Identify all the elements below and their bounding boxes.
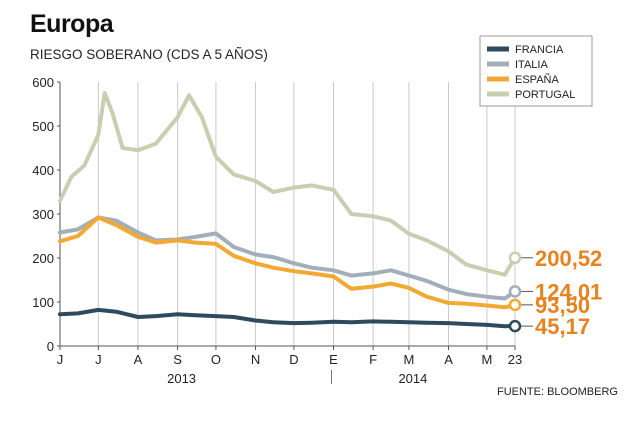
legend-entry: ITALIA xyxy=(515,59,548,71)
source-note: FUENTE: BLOOMBERG xyxy=(496,386,618,398)
x-tick-label: S xyxy=(173,352,182,367)
x-tick-label: A xyxy=(134,352,143,367)
legend-entry: ESPAÑA xyxy=(515,73,559,86)
y-tick-label: 400 xyxy=(32,163,54,178)
legend-entry: FRANCIA xyxy=(515,44,564,56)
x-tick-label: E xyxy=(329,352,338,367)
y-tick-label: 200 xyxy=(32,251,54,266)
chart-subtitle: RIESGO SOBERANO (CDS A 5 AÑOS) xyxy=(30,47,268,62)
x-tick-label: 23 xyxy=(508,352,522,367)
x-tick-label: J xyxy=(57,352,64,367)
end-value-label: 93,50 xyxy=(535,293,590,318)
x-tick-label: M xyxy=(403,352,414,367)
end-point-marker xyxy=(508,319,522,333)
x-tick-label: J xyxy=(95,352,102,367)
end-value-label: 200,52 xyxy=(535,246,602,271)
x-tick-label: M xyxy=(481,352,492,367)
end-point-marker xyxy=(508,298,522,312)
year-label: 2014 xyxy=(398,371,427,386)
end-point-marker xyxy=(508,251,522,265)
y-tick-label: 100 xyxy=(32,295,54,310)
y-tick-label: 0 xyxy=(47,339,54,354)
x-tick-label: O xyxy=(211,352,221,367)
x-tick-label: N xyxy=(251,352,260,367)
end-point-marker xyxy=(508,285,522,298)
x-tick-label: A xyxy=(444,352,453,367)
x-tick-label: D xyxy=(289,352,298,367)
series-line-italia xyxy=(58,215,517,301)
chart-title: Europa xyxy=(30,10,114,38)
y-tick-label: 500 xyxy=(32,119,54,134)
end-value-label: 45,17 xyxy=(535,314,590,339)
legend-entry: PORTUGAL xyxy=(515,89,575,101)
series-line-portugal xyxy=(58,91,517,277)
end-value-label: 124,01 xyxy=(535,279,602,304)
year-label: 2013 xyxy=(167,371,196,386)
y-tick-label: 300 xyxy=(32,207,54,222)
series-line-españa xyxy=(58,215,517,310)
x-tick-label: F xyxy=(369,352,377,367)
y-tick-label: 600 xyxy=(32,75,54,90)
series-line-francia xyxy=(58,307,517,329)
